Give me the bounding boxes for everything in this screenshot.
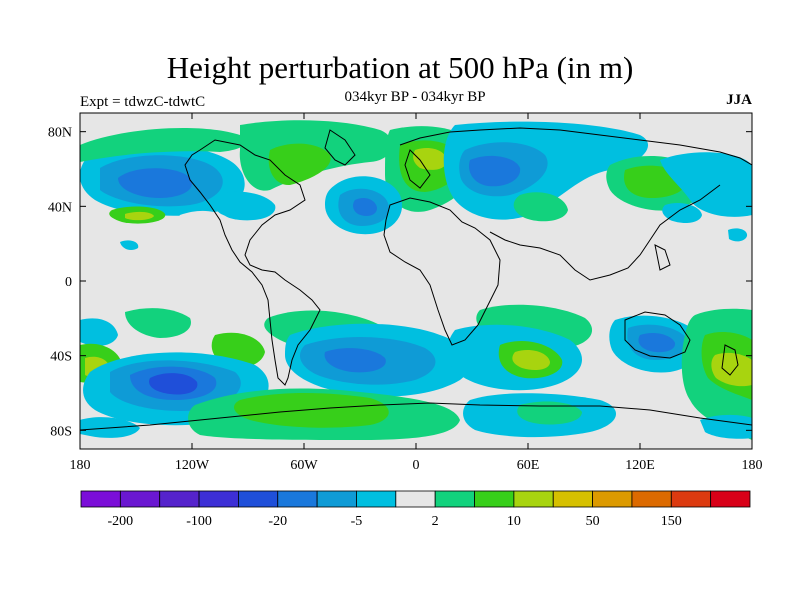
colorbar-swatch (395, 490, 436, 508)
colorbar-swatch (356, 490, 397, 508)
colorbar-swatch (119, 490, 161, 508)
lon-tick-label: 180 (70, 458, 91, 473)
colorbar-swatch (277, 490, 318, 508)
lon-tick-label: 60W (290, 458, 318, 473)
colorbar-swatch (238, 490, 279, 508)
colorbar-swatch (670, 490, 712, 508)
colorbar-swatch (198, 490, 239, 508)
colorbar-label: -200 (108, 514, 134, 529)
colorbar-swatch (159, 490, 200, 508)
contour-fields (80, 120, 752, 440)
colorbar-label: 50 (586, 514, 600, 529)
lat-tick-label: 80N (48, 126, 72, 141)
lat-tick-label: 40S (50, 350, 72, 365)
lon-tick-label: 120W (175, 458, 210, 473)
colorbar-swatch (710, 490, 751, 508)
colorbar-swatch (316, 490, 357, 508)
colorbar-swatch (592, 490, 633, 508)
contour-ne-pacific (80, 144, 245, 224)
lon-tick-label: 60E (517, 458, 540, 473)
lon-tick-label: 180 (742, 458, 763, 473)
map-panel: 180 120W 60W 0 60E 120E 180 80N 40N 0 40S 80S (48, 112, 763, 473)
colorbar-label: -100 (186, 514, 212, 529)
colorbar-label: 150 (661, 514, 682, 529)
colorbar-swatch (474, 490, 515, 508)
experiment-label: Expt = tdwzC-tdwtC (80, 94, 206, 110)
colorbar-swatch (513, 490, 554, 508)
contour-southern (80, 304, 752, 440)
colorbar-label: 10 (507, 514, 521, 529)
colorbar: -200 -100 -20 -5 2 10 50 150 (80, 490, 751, 529)
colorbar-swatch (631, 490, 672, 508)
lat-tick-label: 0 (65, 275, 72, 290)
contour-asia (120, 121, 752, 250)
colorbar-label: 2 (432, 514, 439, 529)
chart-title: Height perturbation at 500 hPa (in m) (166, 50, 634, 85)
colorbar-label: -20 (268, 514, 287, 529)
contour-n-atlantic (176, 176, 403, 247)
lon-tick-label: 0 (413, 458, 420, 473)
colorbar-label: -5 (351, 514, 363, 529)
lat-tick-label: 80S (50, 424, 72, 439)
season-label: JJA (726, 92, 752, 108)
colorbar-swatch (80, 490, 121, 508)
colorbar-swatch (434, 490, 475, 508)
lon-tick-label: 120E (625, 458, 655, 473)
lat-tick-label: 40N (48, 200, 72, 215)
period-label: 034kyr BP - 034kyr BP (344, 89, 486, 105)
axis-ticks: 180 120W 60W 0 60E 120E 180 80N 40N 0 40S 80S (48, 113, 763, 473)
colorbar-swatch (552, 490, 593, 508)
coastlines (80, 127, 752, 431)
